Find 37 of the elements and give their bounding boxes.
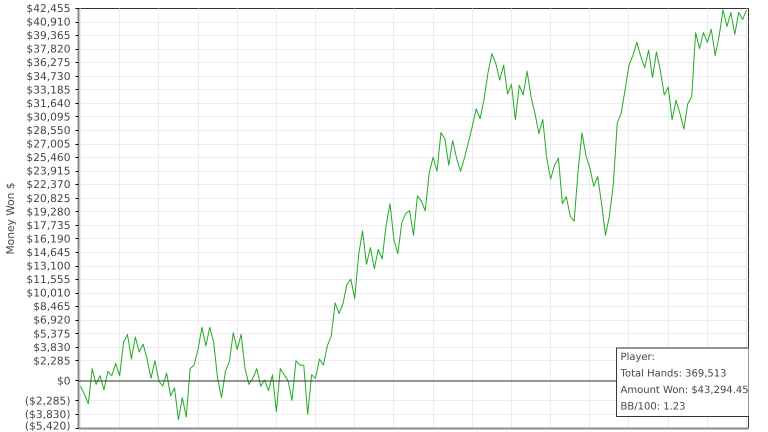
y-tick-label: $37,820 <box>26 42 71 56</box>
y-tick-label: $6,920 <box>33 314 71 327</box>
y-tick-label: $39,365 <box>26 29 71 42</box>
y-tick-label: $13,100 <box>26 260 71 273</box>
y-tick-label: $16,190 <box>26 232 71 246</box>
y-tick-label: $14,645 <box>26 246 71 259</box>
y-tick-label: $20,825 <box>26 192 71 205</box>
y-tick-label: $31,640 <box>26 96 71 110</box>
y-tick-label: $19,280 <box>26 205 71 218</box>
y-axis-title: Money Won $ <box>4 182 17 255</box>
y-tick-label: $33,185 <box>26 83 71 96</box>
y-tick-label: $10,010 <box>26 286 71 300</box>
y-tick-label: $2,285 <box>33 354 71 368</box>
y-tick-label: $17,735 <box>26 218 71 232</box>
annotation: Total Hands: 369,513 <box>620 368 727 380</box>
y-tick-label: $27,005 <box>26 138 71 151</box>
annotation: Amount Won: $43,294.45 <box>620 385 749 396</box>
y-tick-label: ($2,285) <box>24 394 71 408</box>
y-tick-label: $30,095 <box>26 110 71 124</box>
y-tick-label: $28,550 <box>26 124 71 137</box>
y-tick-label: $0 <box>56 374 71 388</box>
y-tick-label: ($5,420) <box>24 420 71 432</box>
y-tick-label: $25,460 <box>26 151 71 164</box>
y-tick-label: $3,830 <box>33 340 71 354</box>
y-tick-label: $34,730 <box>26 70 71 83</box>
y-tick-label: $11,555 <box>26 273 71 286</box>
line-series <box>80 9 748 420</box>
y-tick-label: $40,910 <box>26 16 71 29</box>
y-tick-label: $23,915 <box>26 164 71 178</box>
annotation: BB/100: 1.23 <box>620 402 686 412</box>
y-tick-label: $22,370 <box>26 178 71 192</box>
annotation: Player: <box>620 352 655 363</box>
y-tick-label: ($3,830) <box>24 408 71 422</box>
y-tick-label: $36,275 <box>26 56 71 70</box>
y-tick-label: $8,465 <box>33 300 71 314</box>
y-tick-label: $5,375 <box>33 327 71 340</box>
y-tick-label: $42,455 <box>26 2 71 15</box>
